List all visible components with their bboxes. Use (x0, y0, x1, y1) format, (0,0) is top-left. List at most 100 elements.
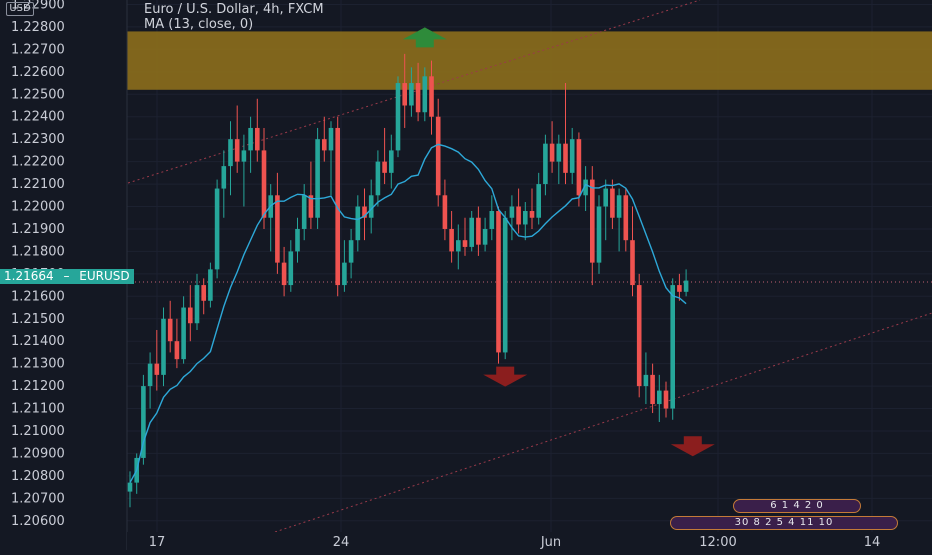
y-tick-label: 1.20900 (11, 446, 65, 461)
currency-badge[interactable]: USD (6, 2, 34, 16)
candle-body (583, 179, 588, 196)
candle-body (523, 211, 528, 225)
y-tick-label: 1.21800 (11, 244, 65, 259)
calendar-events-badge-top[interactable]: 6 1 4 2 0 (733, 499, 861, 513)
x-tick-label: 12:00 (699, 535, 736, 550)
candle-body (683, 280, 689, 292)
y-tick-label: 1.20800 (11, 469, 65, 484)
candle-body (167, 318, 173, 342)
candle-body (596, 206, 602, 263)
candle-body (301, 195, 307, 229)
current-price-value: 1.21664 (4, 269, 54, 283)
candle-body (563, 143, 568, 173)
chart-legend: Euro / U.S. Dollar, 4h, FXCM MA (13, clo… (144, 2, 324, 32)
candle-body (315, 139, 320, 218)
candle-body (476, 217, 481, 245)
candle-body (402, 83, 407, 106)
y-tick-label: 1.21000 (11, 424, 65, 439)
y-tick-label: 1.22100 (11, 177, 65, 192)
candle-body (241, 150, 247, 162)
candle-body (489, 211, 495, 229)
calendar-events-badge-bottom[interactable]: 30 8 2 5 4 11 10 (670, 516, 898, 530)
candle-body (261, 150, 267, 218)
candle-body (663, 390, 669, 409)
candle-body (288, 251, 294, 286)
x-tick-label: 24 (333, 535, 350, 550)
candle-body (610, 188, 615, 218)
candle-body (201, 285, 206, 301)
candle-body (456, 240, 461, 252)
candle-body (295, 228, 300, 252)
candle-body (657, 390, 662, 405)
candle-body (670, 285, 675, 409)
candle-body (409, 83, 414, 106)
candle-body (154, 363, 160, 375)
candle-body (422, 76, 428, 113)
candle-body (603, 188, 608, 207)
candle-body (194, 285, 200, 324)
candle-body (375, 161, 381, 196)
candle-body (549, 143, 555, 162)
candle-body (214, 188, 220, 270)
y-tick-label: 1.22800 (11, 20, 65, 35)
candle-body (275, 195, 280, 263)
candle-body (429, 76, 434, 117)
candle-body (590, 179, 595, 263)
down-arrow-2 (670, 436, 715, 457)
x-tick-label: 14 (864, 535, 881, 550)
candle-body (449, 228, 454, 252)
x-axis-panel[interactable] (127, 532, 932, 550)
candle-body (576, 139, 582, 196)
candle-body (255, 127, 260, 151)
candle-body (516, 206, 521, 225)
candle-body (248, 127, 253, 151)
candle-body (335, 127, 340, 286)
price-tag-symbol: EURUSD (79, 269, 130, 283)
candle-body (147, 363, 153, 387)
current-price-tag: 1.21664 – EURUSD (0, 269, 134, 284)
y-tick-label: 1.21900 (11, 222, 65, 237)
y-tick-label: 1.20700 (11, 491, 65, 506)
candle-body (395, 83, 401, 151)
y-tick-label: 1.21300 (11, 357, 65, 372)
candle-body (368, 195, 374, 218)
price-tag-separator: – (63, 269, 70, 283)
candle-body (496, 211, 501, 353)
candle-body (174, 341, 180, 360)
candle-body (616, 195, 622, 218)
candle-body (228, 139, 233, 167)
candle-body (556, 143, 562, 162)
candle-body (482, 228, 488, 245)
resistance-zone (127, 31, 932, 90)
candle-body (677, 285, 682, 292)
candle-body (342, 262, 347, 286)
candle-body (636, 285, 642, 387)
y-tick-label: 1.21100 (11, 402, 65, 417)
y-tick-label: 1.22500 (11, 87, 65, 102)
candle-body (469, 217, 474, 247)
x-tick-label: 17 (149, 535, 166, 550)
y-tick-label: 1.21500 (11, 312, 65, 327)
x-tick-label: Jun (540, 535, 561, 550)
y-tick-label: 1.22300 (11, 132, 65, 147)
down-arrow-1 (483, 366, 528, 387)
candle-body (348, 240, 354, 263)
candle-body (502, 217, 508, 353)
candle-body (630, 240, 635, 286)
candle-body (322, 139, 327, 151)
candle-body (536, 184, 541, 218)
y-tick-label: 1.20600 (11, 514, 65, 529)
candle-body (181, 307, 186, 360)
y-tick-label: 1.21200 (11, 379, 65, 394)
candle-body (442, 195, 448, 229)
candle-body (543, 143, 548, 185)
y-tick-label: 1.22900 (11, 0, 65, 12)
lower-trendline (274, 312, 932, 533)
candle-body (308, 195, 314, 218)
candle-body (188, 307, 193, 324)
indicator-label: MA (13, close, 0) (144, 17, 254, 32)
candle-body (234, 139, 240, 162)
candle-body (415, 83, 421, 113)
